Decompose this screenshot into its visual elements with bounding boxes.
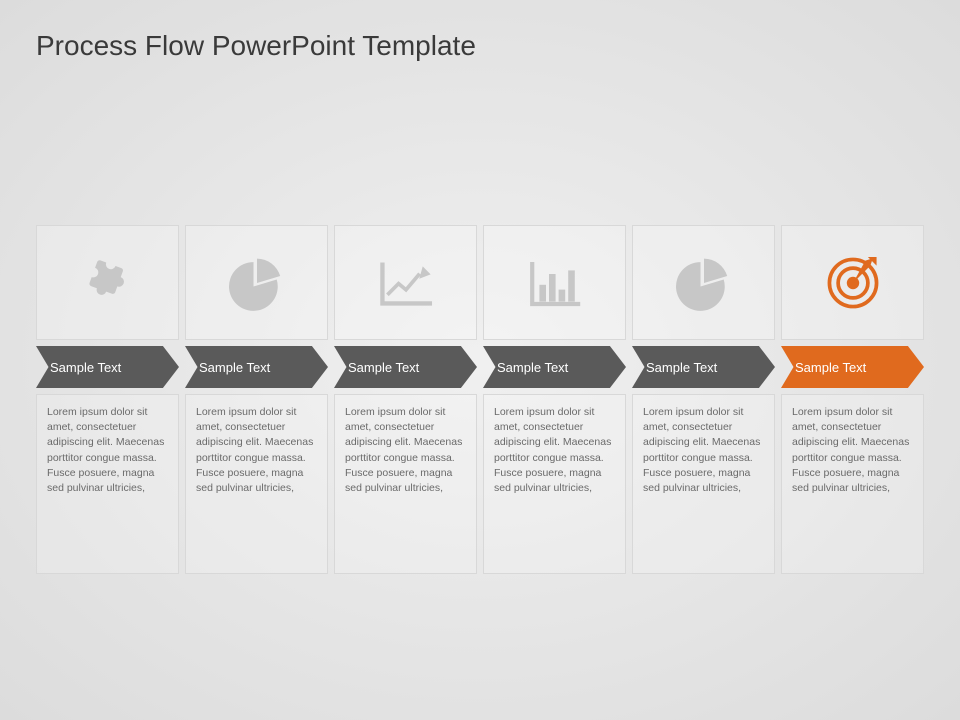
step-arrow: Sample Text <box>36 346 179 388</box>
bar-chart-icon <box>483 225 626 340</box>
step-arrow: Sample Text <box>632 346 775 388</box>
step-label: Sample Text <box>199 346 310 388</box>
process-step: Sample Text Lorem ipsum dolor sit amet, c… <box>334 225 477 574</box>
slide: Process Flow PowerPoint Template Sample … <box>0 0 960 720</box>
step-arrow: Sample Text <box>334 346 477 388</box>
step-body: Lorem ipsum dolor sit amet, consectetuer… <box>334 394 477 574</box>
puzzle-icon <box>36 225 179 340</box>
step-label: Sample Text <box>646 346 757 388</box>
process-step: Sample Text Lorem ipsum dolor sit amet, c… <box>483 225 626 574</box>
step-label: Sample Text <box>50 346 161 388</box>
process-step: Sample Text Lorem ipsum dolor sit amet, c… <box>36 225 179 574</box>
step-arrow: Sample Text <box>483 346 626 388</box>
step-label: Sample Text <box>795 346 906 388</box>
pie-icon <box>185 225 328 340</box>
step-body: Lorem ipsum dolor sit amet, consectetuer… <box>36 394 179 574</box>
process-step: Sample Text Lorem ipsum dolor sit amet, c… <box>185 225 328 574</box>
process-step: Sample Text Lorem ipsum dolor sit amet, c… <box>632 225 775 574</box>
step-body: Lorem ipsum dolor sit amet, consectetuer… <box>185 394 328 574</box>
process-step: Sample Text Lorem ipsum dolor sit amet, c… <box>781 225 924 574</box>
process-flow: Sample Text Lorem ipsum dolor sit amet, c… <box>36 225 924 574</box>
step-arrow: Sample Text <box>185 346 328 388</box>
step-label: Sample Text <box>348 346 459 388</box>
target-icon <box>781 225 924 340</box>
pie-icon <box>632 225 775 340</box>
step-body: Lorem ipsum dolor sit amet, consectetuer… <box>632 394 775 574</box>
step-body: Lorem ipsum dolor sit amet, consectetuer… <box>483 394 626 574</box>
step-label: Sample Text <box>497 346 608 388</box>
step-body: Lorem ipsum dolor sit amet, consectetuer… <box>781 394 924 574</box>
step-arrow: Sample Text <box>781 346 924 388</box>
slide-title: Process Flow PowerPoint Template <box>36 30 924 62</box>
line-chart-icon <box>334 225 477 340</box>
